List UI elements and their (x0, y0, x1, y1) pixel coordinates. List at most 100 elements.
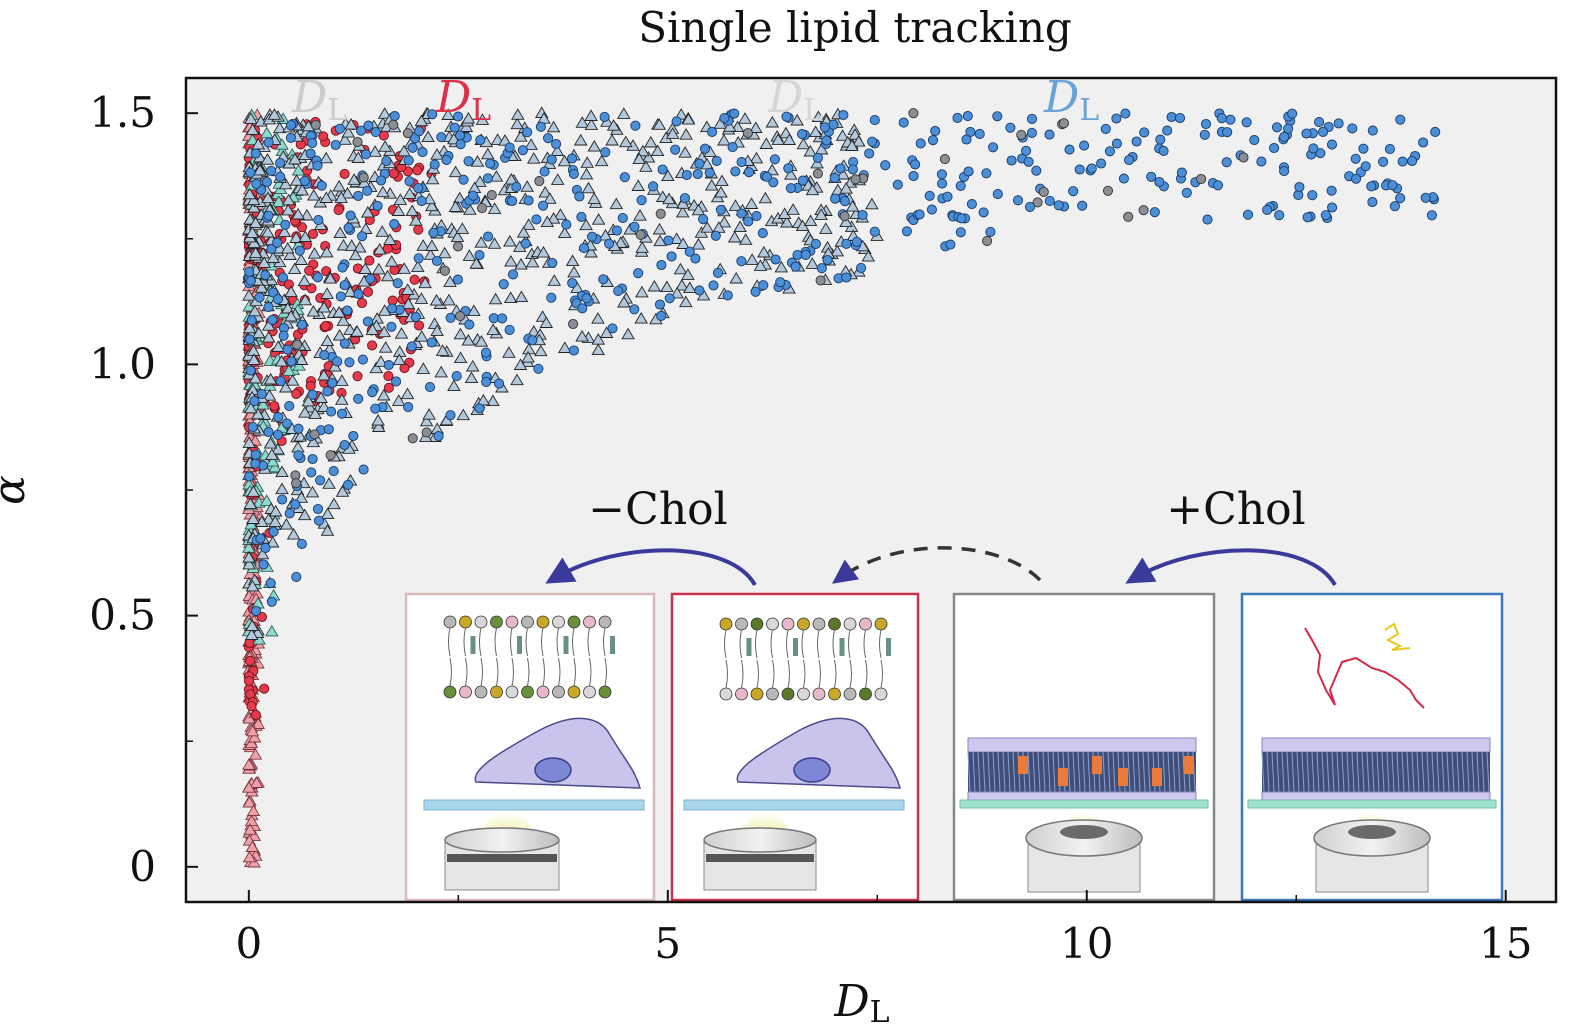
data-point (353, 288, 364, 300)
inset-panels (404, 592, 1504, 902)
data-point (632, 152, 646, 165)
data-point (670, 144, 681, 155)
legend-label: DL (435, 72, 491, 128)
data-point (521, 218, 536, 230)
data-point (546, 292, 557, 303)
data-point (452, 274, 463, 285)
data-point (333, 226, 347, 239)
data-point (533, 363, 544, 374)
data-point (368, 145, 382, 157)
data-point (344, 239, 359, 251)
data-point (418, 276, 432, 289)
data-point (698, 214, 709, 225)
data-point (266, 244, 277, 255)
data-point (1006, 155, 1017, 166)
data-point (1012, 195, 1024, 206)
data-point (462, 249, 477, 261)
data-point (1314, 117, 1325, 128)
data-point (1068, 186, 1079, 197)
data-point (332, 329, 347, 341)
data-point (639, 160, 653, 172)
data-point (296, 538, 307, 549)
data-point (503, 291, 518, 304)
data-point (655, 208, 666, 219)
data-point (323, 272, 338, 284)
data-point (1347, 123, 1358, 134)
data-point (352, 371, 363, 382)
data-point (1378, 156, 1389, 167)
data-point (243, 823, 257, 835)
data-point (613, 285, 624, 296)
data-point (691, 203, 706, 216)
data-point (456, 408, 471, 421)
data-point (251, 137, 266, 150)
data-point (1302, 212, 1313, 223)
data-point (819, 222, 833, 234)
data-point (679, 295, 693, 308)
data-point (1274, 210, 1285, 221)
data-point (981, 168, 992, 179)
data-point (765, 115, 780, 128)
data-point (939, 154, 950, 165)
data-point (307, 228, 319, 240)
data-point (675, 279, 689, 291)
data-point (313, 515, 325, 526)
data-point (266, 165, 277, 176)
data-point (1360, 161, 1371, 172)
data-point (1358, 143, 1369, 154)
scatter-points (242, 106, 1441, 868)
y-tick-label: 1.0 (89, 339, 156, 388)
data-point (1176, 167, 1187, 178)
data-point (451, 371, 462, 382)
data-point (256, 398, 270, 410)
data-point (692, 168, 703, 180)
data-point (1271, 122, 1283, 133)
data-point (507, 269, 519, 280)
data-point (429, 159, 440, 170)
data-point (475, 113, 490, 125)
data-point (714, 186, 728, 198)
data-point (488, 313, 499, 324)
data-point (421, 427, 432, 438)
data-point (665, 127, 680, 139)
data-point (1166, 111, 1177, 123)
data-point (609, 197, 624, 210)
data-point (265, 455, 280, 467)
data-point (1077, 200, 1088, 211)
data-point (403, 402, 414, 413)
data-point (263, 372, 278, 385)
data-point (245, 133, 260, 146)
data-point (358, 262, 372, 274)
data-point (342, 305, 353, 316)
data-point (474, 250, 485, 261)
data-point (666, 251, 677, 262)
data-point (629, 221, 640, 232)
data-point (365, 273, 376, 284)
data-point (486, 394, 500, 407)
data-point (1326, 185, 1337, 196)
data-point (892, 179, 903, 190)
data-point (291, 571, 302, 582)
data-point (681, 113, 696, 125)
data-point (738, 112, 752, 124)
data-point (952, 112, 963, 123)
data-point (482, 173, 493, 184)
data-point (539, 316, 554, 328)
data-point (336, 238, 351, 251)
data-point (307, 453, 318, 465)
data-point (605, 133, 619, 146)
data-point (722, 120, 737, 132)
data-point (332, 306, 346, 318)
data-point (955, 180, 966, 191)
inset-live-cell-depleted (404, 592, 656, 902)
data-point (839, 211, 850, 222)
data-point (284, 508, 295, 519)
data-point (1111, 113, 1122, 124)
data-point (757, 228, 768, 239)
data-point (313, 215, 324, 226)
data-point (988, 142, 999, 153)
data-point (340, 187, 355, 199)
data-point (285, 374, 300, 386)
data-point (521, 351, 535, 363)
data-point (391, 376, 402, 387)
